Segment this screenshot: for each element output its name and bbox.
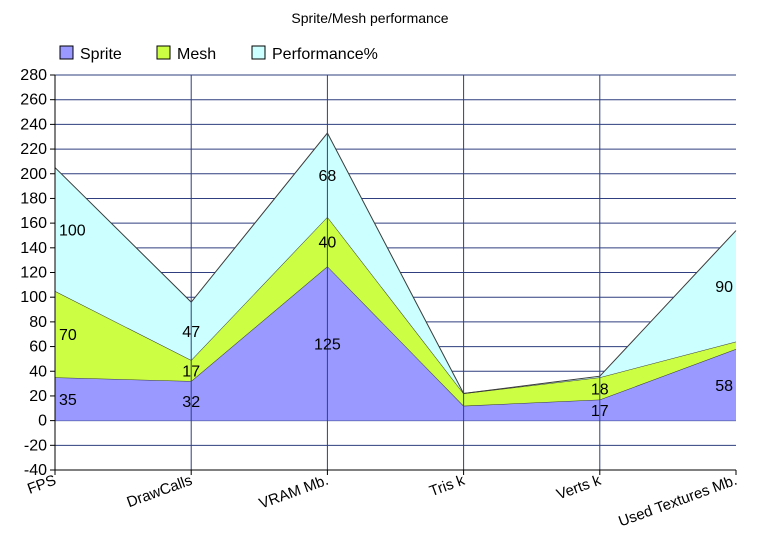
data-label: 40 <box>319 235 337 252</box>
data-label: 35 <box>59 392 77 409</box>
data-label: 32 <box>182 394 200 411</box>
y-tick-label: 140 <box>20 240 47 257</box>
area-sprite <box>55 266 736 421</box>
y-tick-label: 0 <box>38 413 47 430</box>
y-tick-labels: -40 -20 0 20 40 60 80 100 120 140 160 180 200 220 240 2… <box>20 67 47 479</box>
x-tick-label: Tris k <box>427 472 467 500</box>
vertical-gridlines <box>190 75 601 470</box>
chart-title: Sprite/Mesh performance <box>291 10 448 26</box>
y-tick-label: 60 <box>29 339 47 356</box>
data-label: 100 <box>59 222 86 239</box>
y-tick-label: 20 <box>29 388 47 405</box>
data-label: 68 <box>319 168 337 185</box>
y-tick-label: 180 <box>20 190 47 207</box>
data-labels: 35 32 125 17 58 70 17 40 18 100 47 68 90 <box>59 168 733 420</box>
legend-swatch <box>251 45 266 60</box>
y-tick-label: -40 <box>24 462 47 479</box>
x-tick-labels: FPS DrawCalls VRAM Mb. Tris k Verts k Used Te… <box>25 472 739 531</box>
legend-label: Performance% <box>272 46 378 63</box>
data-label: 125 <box>314 336 341 353</box>
axes <box>50 74 737 475</box>
data-label: 17 <box>591 403 609 420</box>
x-tick-label: Used Textures Mb. <box>616 472 739 531</box>
legend-label: Sprite <box>80 46 122 63</box>
data-label: 47 <box>182 324 200 341</box>
y-tick-label: 200 <box>20 166 47 183</box>
data-label: 70 <box>59 327 77 344</box>
x-tick-label: DrawCalls <box>125 472 195 511</box>
y-tick-label: 260 <box>20 92 47 109</box>
y-tick-label: 240 <box>20 116 47 133</box>
legend: Sprite Mesh Performance% <box>59 45 378 63</box>
legend-swatch <box>156 45 171 60</box>
x-tick-label: VRAM Mb. <box>257 472 331 513</box>
data-label: 18 <box>591 382 609 399</box>
data-label: 90 <box>715 279 733 296</box>
y-tick-label: 280 <box>20 67 47 84</box>
legend-label: Mesh <box>177 46 216 63</box>
y-tick-label: -20 <box>24 437 47 454</box>
x-tick-label: Verts k <box>554 472 603 504</box>
data-label: 17 <box>182 364 200 381</box>
area-series <box>54 132 737 421</box>
y-tick-label: 220 <box>20 141 47 158</box>
area-line-2 <box>54 132 737 395</box>
y-tick-label: 80 <box>29 314 47 331</box>
y-tick-label: 160 <box>20 215 47 232</box>
area-mesh <box>55 216 736 406</box>
data-label: 58 <box>715 378 733 395</box>
y-tick-label: 100 <box>20 289 47 306</box>
y-tick-label: 120 <box>20 265 47 282</box>
legend-swatch <box>59 45 74 60</box>
y-tick-label: 40 <box>29 363 47 380</box>
